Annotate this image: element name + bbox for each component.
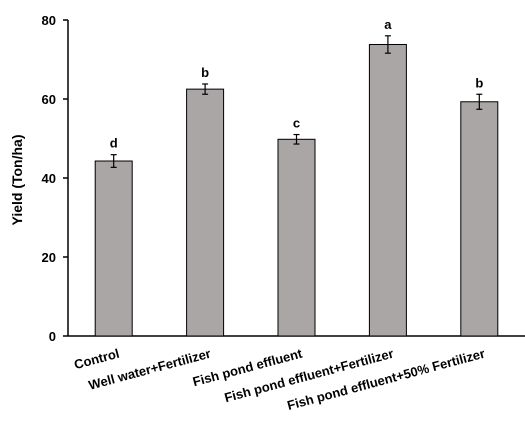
significance-letter: b	[201, 65, 209, 80]
y-axis-label: Yield (Ton/ha)	[9, 135, 25, 226]
significance-letter: b	[475, 75, 483, 90]
bar	[186, 88, 225, 337]
bar	[460, 101, 499, 337]
bar	[94, 160, 133, 337]
significance-letter: c	[293, 116, 300, 131]
y-tick-label: 20	[42, 250, 56, 265]
y-tick-label: 40	[42, 171, 56, 186]
significance-letter: a	[384, 17, 392, 32]
significance-letter: d	[110, 136, 118, 151]
bar	[368, 43, 407, 337]
x-category-label: Control	[72, 346, 121, 372]
y-tick-label: 80	[42, 13, 56, 28]
bar	[277, 138, 316, 337]
y-tick-label: 0	[49, 329, 56, 344]
y-tick-label: 60	[42, 92, 56, 107]
